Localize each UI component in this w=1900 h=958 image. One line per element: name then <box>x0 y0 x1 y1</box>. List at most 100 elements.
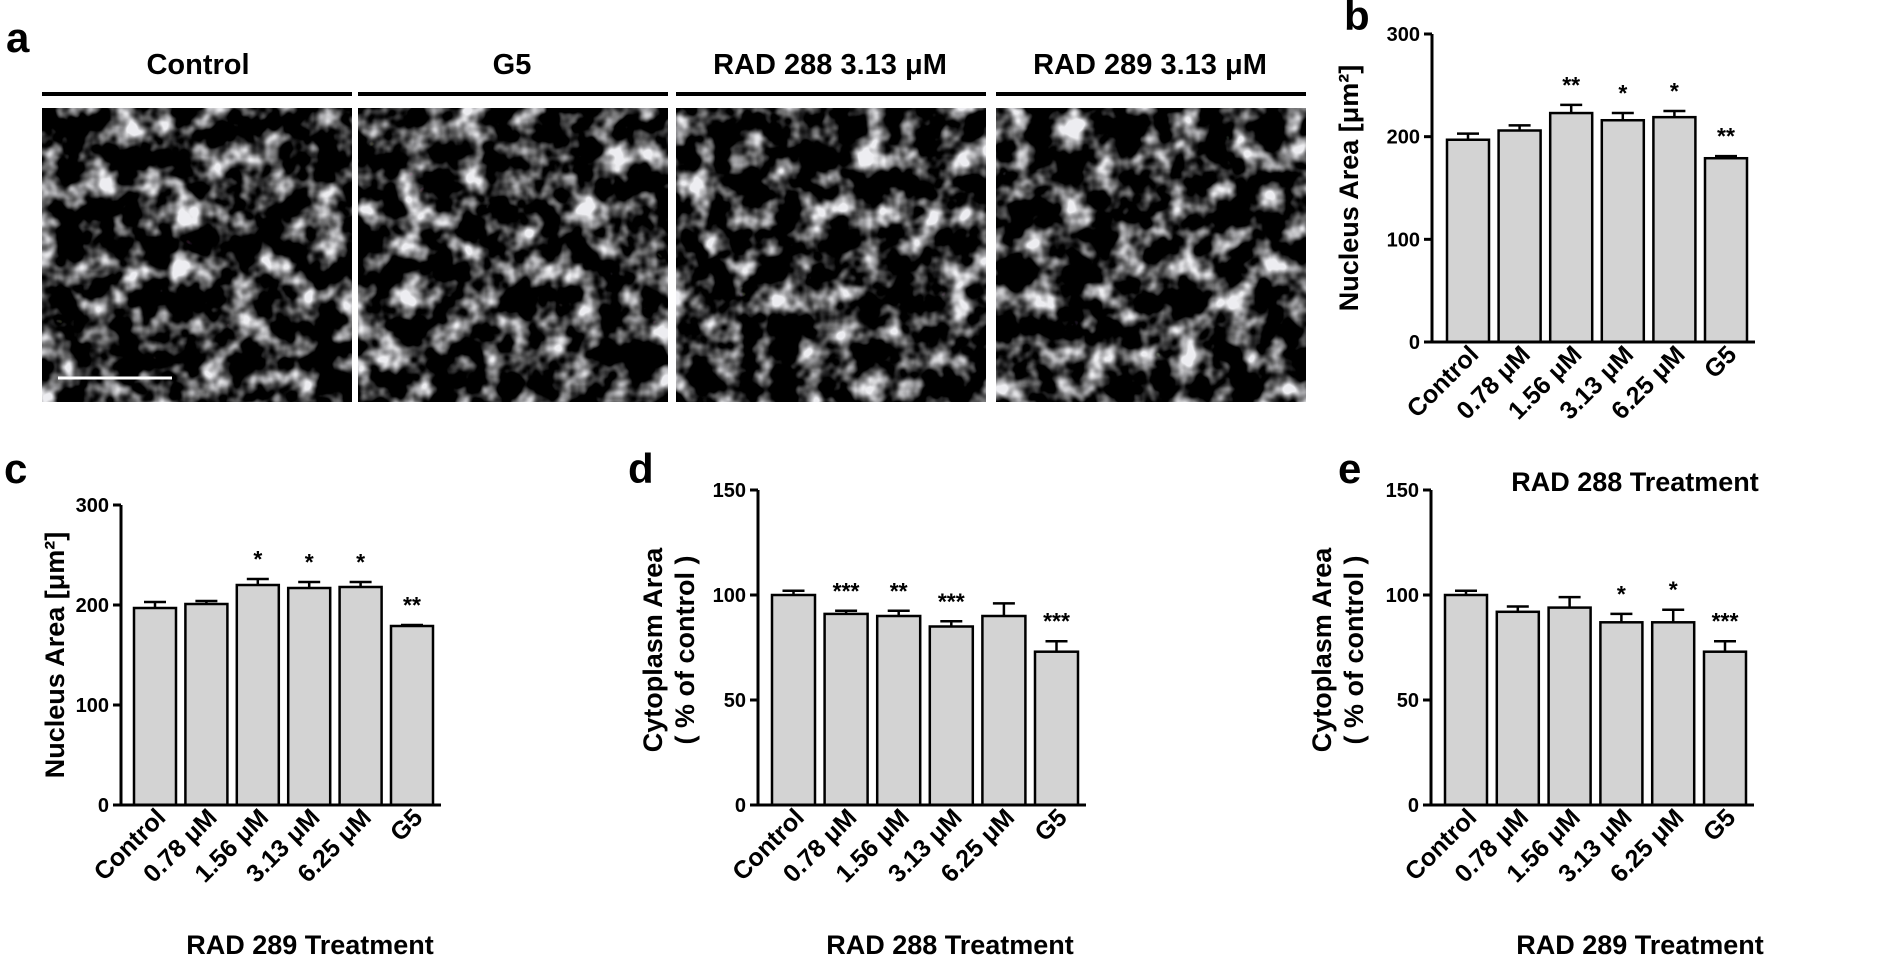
error-bar-e-4 <box>1662 608 1685 623</box>
panel-c-label: c <box>4 445 27 492</box>
image-title-rad289: RAD 289 3.13 μM <box>1033 49 1267 81</box>
y-tick-label-e-3: 150 <box>1386 480 1419 502</box>
bar-c-2 <box>235 583 281 807</box>
bar-d-3 <box>928 625 975 807</box>
image-title-rad288: RAD 288 3.13 μM <box>713 49 947 81</box>
micrograph-outlines-g5 <box>358 108 668 402</box>
bar-e-4 <box>1650 621 1696 807</box>
error-bar-d-4 <box>992 602 1015 616</box>
x-axis-label-c: RAD 289 Treatment <box>186 930 434 958</box>
error-bar-c-2 <box>246 577 269 585</box>
y-axis-label2-d: ( % of control ) <box>670 556 700 745</box>
x-tick-label-d-5: G5 <box>1029 803 1072 846</box>
panel-b-label: b <box>1344 0 1370 39</box>
error-bar-b-4 <box>1663 109 1686 118</box>
micrograph-rad289: RAD 289 3.13 μM <box>996 49 1306 402</box>
error-bar-d-3 <box>940 620 963 627</box>
significance-b-5: ** <box>1717 123 1735 149</box>
panel-d-label: d <box>628 445 654 492</box>
y-tick-label-c-1: 100 <box>76 695 109 717</box>
significance-c-3: * <box>305 549 314 575</box>
bar-c-1 <box>184 602 229 807</box>
bar-b-3 <box>1600 118 1646 344</box>
y-tick-label-d-3: 150 <box>713 480 746 502</box>
significance-e-4: * <box>1669 577 1678 603</box>
micrograph-control: Control <box>42 49 352 402</box>
error-bar-e-2 <box>1558 595 1581 608</box>
significance-b-4: * <box>1670 78 1679 104</box>
y-tick-label-e-2: 100 <box>1386 585 1419 607</box>
x-tick-label-e-5: G5 <box>1698 803 1741 846</box>
bar-d-4 <box>981 614 1027 807</box>
y-tick-label-d-0: 0 <box>735 795 746 817</box>
bar-e-1 <box>1495 610 1541 807</box>
bar-b-0 <box>1445 138 1491 344</box>
panel-e-label: e <box>1338 445 1361 492</box>
error-bar-e-1 <box>1506 605 1529 612</box>
y-tick-label-d-2: 100 <box>713 585 746 607</box>
error-bar-b-0 <box>1457 132 1479 140</box>
error-bar-c-3 <box>298 580 321 588</box>
y-axis-label-c: Nucleus Area [μm²] <box>40 532 70 779</box>
micrograph-g5: G5 <box>358 49 668 402</box>
error-bar-d-5 <box>1045 639 1068 652</box>
error-bar-d-2 <box>887 609 910 616</box>
y-tick-label-c-2: 200 <box>76 595 109 617</box>
y-axis-label2-e: ( % of control ) <box>1339 556 1369 745</box>
significance-c-5: ** <box>403 592 421 618</box>
error-bar-d-0 <box>782 589 805 595</box>
panel-a: a Control G5 RAD 288 3.13 μM RAD 289 3.1… <box>6 14 1306 402</box>
y-tick-label-d-1: 50 <box>724 690 746 712</box>
significance-d-3: *** <box>938 588 965 614</box>
error-bar-c-5 <box>401 623 423 627</box>
error-bar-e-3 <box>1610 612 1633 623</box>
significance-c-2: * <box>253 546 262 572</box>
significance-b-2: ** <box>1562 72 1580 98</box>
error-bar-b-2 <box>1560 103 1583 114</box>
error-bar-e-0 <box>1455 589 1477 595</box>
bar-c-0 <box>132 606 178 807</box>
error-bar-b-1 <box>1508 124 1531 131</box>
y-tick-label-b-2: 200 <box>1387 127 1420 149</box>
x-axis-label-b: RAD 288 Treatment <box>1511 467 1759 497</box>
x-axis-label-e: RAD 289 Treatment <box>1516 930 1764 958</box>
y-tick-label-e-1: 50 <box>1397 690 1419 712</box>
bar-c-5 <box>389 624 435 807</box>
bar-b-4 <box>1652 115 1697 344</box>
significance-b-3: * <box>1618 80 1627 106</box>
bar-c-3 <box>286 586 332 807</box>
image-title-g5: G5 <box>493 49 532 81</box>
error-bar-b-3 <box>1611 111 1634 121</box>
bar-d-1 <box>823 612 869 807</box>
y-tick-label-e-0: 0 <box>1408 795 1419 817</box>
bar-e-2 <box>1547 606 1592 807</box>
y-tick-label-b-1: 100 <box>1387 229 1420 251</box>
y-axis-label-e: Cytoplasm Area <box>1307 547 1337 753</box>
image-title-control: Control <box>146 49 249 81</box>
error-bar-c-0 <box>144 600 166 608</box>
error-bar-b-5 <box>1715 154 1737 159</box>
x-tick-label-c-5: G5 <box>385 803 428 846</box>
y-tick-label-c-3: 300 <box>76 495 109 517</box>
micrograph-outlines-control <box>42 108 352 402</box>
bar-b-5 <box>1703 156 1749 344</box>
bar-b-2 <box>1548 111 1594 344</box>
x-tick-label-b-5: G5 <box>1699 340 1742 383</box>
bar-d-2 <box>875 614 922 807</box>
significance-d-2: ** <box>890 578 908 604</box>
y-axis-label-d: Cytoplasm Area <box>638 547 668 753</box>
bar-c-4 <box>338 585 383 807</box>
bar-e-5 <box>1702 650 1748 807</box>
y-tick-label-b-0: 0 <box>1409 332 1420 354</box>
error-bar-e-5 <box>1714 639 1736 652</box>
bar-d-5 <box>1033 650 1080 807</box>
significance-e-3: * <box>1617 581 1626 607</box>
y-tick-label-c-0: 0 <box>98 795 109 817</box>
bar-e-3 <box>1599 621 1644 807</box>
bar-b-1 <box>1497 129 1542 344</box>
micrograph-outlines-rad288 <box>676 108 986 402</box>
bar-e-0 <box>1443 593 1489 807</box>
